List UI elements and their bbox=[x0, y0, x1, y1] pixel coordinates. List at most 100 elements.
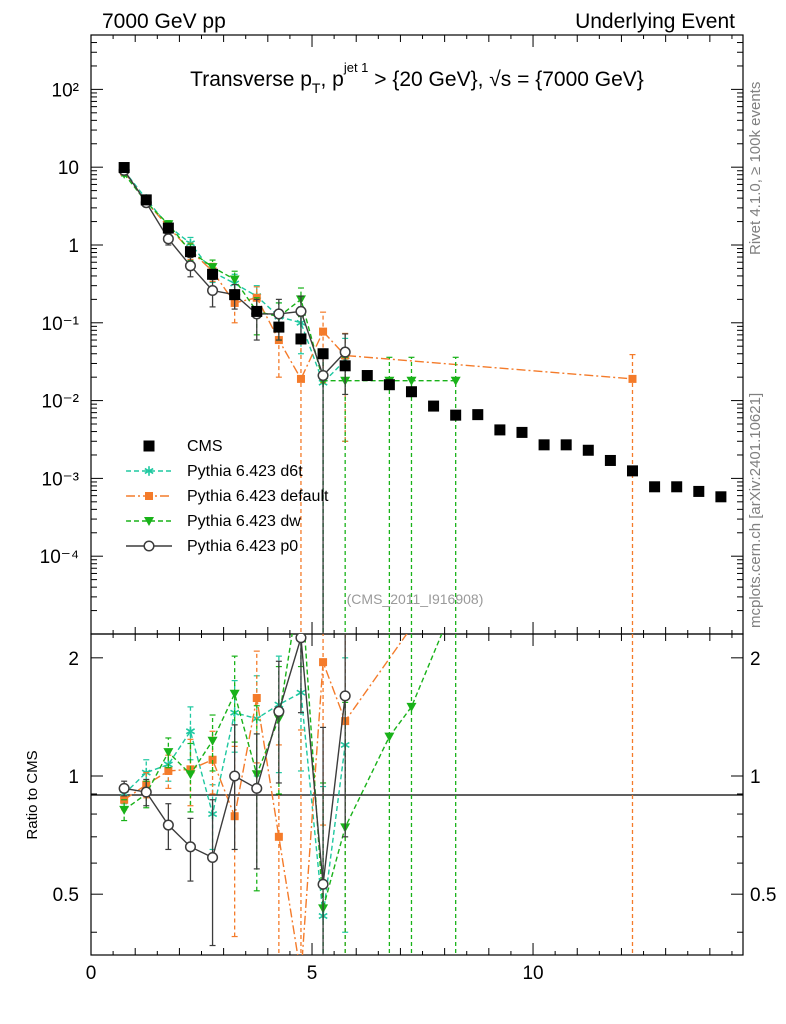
point-dw bbox=[406, 702, 417, 712]
point-dw bbox=[450, 376, 461, 386]
analysis-id: (CMS_2011_I916908) bbox=[347, 591, 484, 607]
point-cms bbox=[582, 444, 594, 456]
point-dw bbox=[207, 263, 218, 273]
y-tick-label: 10⁻¹ bbox=[42, 314, 80, 335]
point-cms bbox=[184, 246, 196, 258]
y-tick-label: 10⁻² bbox=[42, 392, 80, 413]
point-default bbox=[297, 972, 305, 980]
point-p0 bbox=[339, 690, 351, 702]
rivet-label: Rivet 4.1.0, ≥ 100k events bbox=[747, 82, 764, 255]
plot-title: Transverse pT, pjet 1 > {20 GeV}, √s = {… bbox=[190, 60, 644, 96]
series-line-dw bbox=[123, 634, 443, 909]
point-dw bbox=[119, 805, 130, 815]
point-p0 bbox=[317, 369, 329, 382]
ratio-plot-series bbox=[118, 310, 636, 980]
point-dw bbox=[207, 736, 218, 746]
legend-marker-default bbox=[145, 492, 153, 500]
y-tick-label: 10 bbox=[58, 158, 79, 179]
point-dw bbox=[163, 748, 174, 758]
point-p0 bbox=[207, 851, 219, 864]
x-tick-label: 0 bbox=[86, 963, 97, 984]
point-default bbox=[628, 310, 636, 318]
point-p0 bbox=[273, 705, 285, 718]
mcplots-label: mcplots.cern.ch [arXiv:2401.10621] bbox=[747, 393, 764, 628]
ratio-y-tick-label-right: 1 bbox=[750, 767, 761, 788]
point-dw bbox=[406, 376, 417, 386]
point-d6t bbox=[185, 726, 196, 737]
ratio-y-tick-label: 2 bbox=[68, 649, 79, 670]
ratio-y-axis-label: Ratio to CMS bbox=[24, 750, 41, 839]
point-default bbox=[274, 832, 283, 841]
point-cms bbox=[671, 481, 683, 493]
series-line-default bbox=[123, 634, 408, 955]
point-cms bbox=[229, 289, 241, 301]
title-sup: jet 1 bbox=[343, 60, 369, 75]
point-default bbox=[628, 374, 637, 383]
point-cms bbox=[450, 409, 462, 421]
ratio-y-tick-label: 1 bbox=[68, 767, 79, 788]
point-p0 bbox=[162, 233, 174, 245]
point-p0 bbox=[273, 308, 285, 320]
main-plot-series bbox=[118, 162, 727, 634]
point-dw bbox=[229, 275, 240, 285]
series-line-default bbox=[123, 171, 633, 381]
legend-marker-p0 bbox=[143, 540, 155, 552]
point-dw bbox=[185, 770, 196, 780]
point-cms bbox=[207, 268, 219, 280]
legend-label-dw: Pythia 6.423 dw bbox=[187, 513, 301, 530]
y-tick-label: 1 bbox=[68, 236, 79, 257]
x-tick-label: 5 bbox=[307, 963, 318, 984]
point-p0 bbox=[118, 782, 130, 794]
point-p0 bbox=[229, 770, 241, 782]
title-main: Transverse p bbox=[190, 68, 312, 91]
header-left: 7000 GeV pp bbox=[102, 10, 226, 33]
y-tick-label: 10⁻⁴ bbox=[40, 547, 79, 568]
series-default bbox=[120, 167, 637, 634]
point-default bbox=[252, 694, 261, 703]
point-cms bbox=[715, 491, 727, 503]
point-cms bbox=[317, 348, 329, 360]
legend-item-default: Pythia 6.423 default bbox=[126, 488, 329, 505]
point-p0 bbox=[162, 819, 174, 831]
legend-marker-dw bbox=[144, 517, 154, 526]
point-dw bbox=[229, 689, 240, 699]
point-cms bbox=[494, 424, 506, 436]
series-p0 bbox=[118, 634, 351, 955]
point-p0 bbox=[251, 782, 263, 794]
ratio-y-tick-label-right: 2 bbox=[750, 649, 761, 670]
point-p0 bbox=[295, 634, 307, 644]
point-p0 bbox=[184, 260, 197, 272]
title-rest: > {20 GeV}, √s = {7000 GeV} bbox=[368, 68, 643, 91]
legend-label-p0: Pythia 6.423 p0 bbox=[187, 538, 298, 555]
point-cms bbox=[295, 333, 307, 345]
point-cms bbox=[604, 454, 616, 466]
point-cms bbox=[383, 379, 395, 391]
point-p0 bbox=[184, 841, 197, 853]
series-p0 bbox=[118, 164, 351, 634]
point-dw bbox=[384, 732, 395, 742]
point-cms bbox=[560, 439, 572, 451]
series-d6t bbox=[119, 165, 350, 634]
ratio-y-tick-label-right: 0.5 bbox=[750, 885, 776, 906]
title-sub: T bbox=[312, 80, 321, 96]
point-default bbox=[164, 766, 173, 775]
point-cms bbox=[516, 426, 528, 438]
legend-item-cms: CMS bbox=[143, 438, 223, 455]
y-tick-label: 10⁻³ bbox=[42, 469, 80, 490]
point-cms bbox=[273, 321, 285, 333]
point-p0 bbox=[295, 305, 307, 317]
title-sep: , p bbox=[320, 68, 343, 91]
point-p0 bbox=[207, 284, 219, 297]
legend-marker-d6t bbox=[144, 466, 154, 476]
ratio-y-tick-label: 0.5 bbox=[53, 885, 79, 906]
point-default bbox=[319, 658, 328, 667]
main-axis-ticks: 10⁻⁴ 10⁻³ 10⁻² 10⁻¹ 1 10 10² bbox=[40, 34, 743, 635]
point-default bbox=[296, 374, 305, 383]
y-tick-label: 10² bbox=[52, 80, 79, 101]
legend: CMS Pythia 6.423 d6t Pythia 6.423 default P… bbox=[126, 438, 329, 555]
point-cms bbox=[693, 485, 705, 497]
point-cms bbox=[649, 481, 661, 493]
legend-label-d6t: Pythia 6.423 d6t bbox=[187, 463, 303, 480]
x-axis-tick-labels: 0 5 10 bbox=[86, 963, 544, 984]
